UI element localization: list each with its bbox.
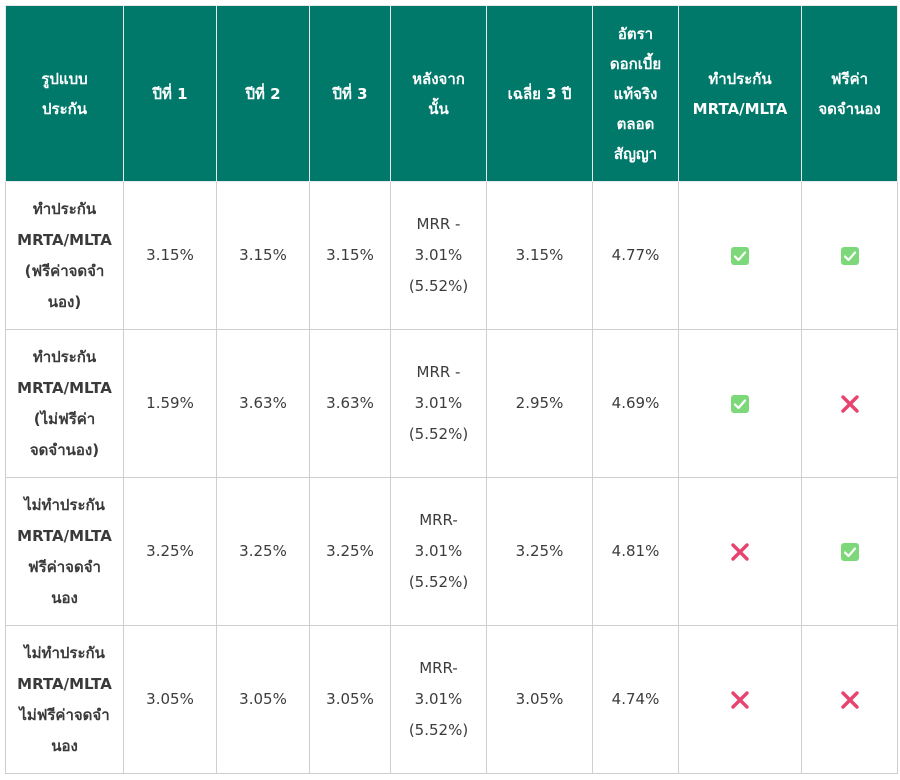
header-free-mortgage-fee: ฟรีค่า จดจำนอง [801,5,898,182]
header-effective-rate: อัตรา ดอกเบี้ย แท้จริง ตลอด สัญญา [592,5,679,182]
year-3-cell: 3.15% [309,181,391,330]
year-2-text: 3.15% [239,246,287,264]
after-text: MRR - 3.01% (5.52%) [408,363,469,443]
effective-rate-cell: 4.69% [592,329,679,478]
after-cell: MRR- 3.01% (5.52%) [390,625,487,774]
header-mrta-mlta: ทำประกัน MRTA/MLTA [678,5,802,182]
cross-icon [840,690,860,710]
header-year-2: ปีที่ 2 [216,5,310,182]
header-year-1: ปีที่ 1 [123,5,217,182]
after-cell: MRR - 3.01% (5.52%) [390,329,487,478]
free-mortgage-fee-cell [801,477,898,626]
year-3-cell: 3.63% [309,329,391,478]
mrta-mlta-cell [678,181,802,330]
year-1-cell: 3.25% [123,477,217,626]
free-mortgage-fee-cell [801,181,898,330]
check-icon [731,246,749,265]
average-3-years-text: 2.95% [515,394,564,412]
after-cell: MRR- 3.01% (5.52%) [390,477,487,626]
after-cell: MRR - 3.01% (5.52%) [390,181,487,330]
year-2-cell: 3.63% [216,329,310,478]
year-1-cell: 3.05% [123,625,217,774]
average-3-years-text: 3.25% [515,542,564,560]
cross-icon [730,690,750,710]
after-text: MRR- 3.01% (5.52%) [408,659,469,739]
average-3-years-text: 3.05% [515,690,564,708]
year-1-text: 3.05% [146,690,194,708]
insurance-type-cell: ทำประกัน MRTA/MLTA (ฟรีค่าจดจำ นอง) [5,181,124,330]
average-3-years-cell: 2.95% [486,329,593,478]
effective-rate-text: 4.81% [611,542,660,560]
mrta-mlta-cell [678,625,802,774]
table-row: ทำประกัน MRTA/MLTA (ฟรีค่าจดจำ นอง) 3.15%… [5,181,898,330]
free-mortgage-fee-cell [801,625,898,774]
year-2-text: 3.05% [239,690,287,708]
insurance-type-cell: ทำประกัน MRTA/MLTA (ไม่ฟรีค่า จดจำนอง) [5,329,124,478]
effective-rate-cell: 4.81% [592,477,679,626]
effective-rate-text: 4.77% [611,246,660,264]
check-icon [840,542,859,561]
insurance-type-cell: ไม่ทำประกัน MRTA/MLTA ไม่ฟรีค่าจดจำ นอง [5,625,124,774]
year-3-text: 3.15% [326,246,374,264]
cross-icon [840,394,860,414]
table-row: ไม่ทำประกัน MRTA/MLTA ฟรีค่าจดจำ นอง 3.25… [5,477,898,626]
year-1-cell: 3.15% [123,181,217,330]
year-2-cell: 3.25% [216,477,310,626]
insurance-type-text: ไม่ทำประกัน MRTA/MLTA ไม่ฟรีค่าจดจำ นอง [17,643,112,755]
year-1-text: 3.15% [146,246,194,264]
average-3-years-cell: 3.25% [486,477,593,626]
cross-icon [730,542,750,562]
header-average-3-years: เฉลี่ย 3 ปี [486,5,593,182]
loan-comparison-table-container: รูปแบบ ประกัน ปีที่ 1 ปีที่ 2 ปีที่ 3 หล… [5,5,898,774]
insurance-type-cell: ไม่ทำประกัน MRTA/MLTA ฟรีค่าจดจำ นอง [5,477,124,626]
effective-rate-text: 4.69% [611,394,660,412]
header-year-3: ปีที่ 3 [309,5,391,182]
table-body: ทำประกัน MRTA/MLTA (ฟรีค่าจดจำ นอง) 3.15%… [5,181,898,774]
year-3-cell: 3.05% [309,625,391,774]
check-icon [731,394,749,413]
year-1-cell: 1.59% [123,329,217,478]
average-3-years-text: 3.15% [515,246,564,264]
table-header: รูปแบบ ประกัน ปีที่ 1 ปีที่ 2 ปีที่ 3 หล… [5,5,898,182]
year-3-cell: 3.25% [309,477,391,626]
table-row: ไม่ทำประกัน MRTA/MLTA ไม่ฟรีค่าจดจำ นอง 3… [5,625,898,774]
year-1-text: 3.25% [146,542,194,560]
after-text: MRR- 3.01% (5.52%) [408,511,469,591]
year-3-text: 3.63% [326,394,374,412]
insurance-type-text: ทำประกัน MRTA/MLTA (ไม่ฟรีค่า จดจำนอง) [17,347,112,459]
loan-comparison-table: รูปแบบ ประกัน ปีที่ 1 ปีที่ 2 ปีที่ 3 หล… [5,5,898,774]
table-row: ทำประกัน MRTA/MLTA (ไม่ฟรีค่า จดจำนอง) 1.… [5,329,898,478]
effective-rate-text: 4.74% [611,690,660,708]
year-2-cell: 3.15% [216,181,310,330]
after-text: MRR - 3.01% (5.52%) [408,215,469,295]
insurance-type-text: ไม่ทำประกัน MRTA/MLTA ฟรีค่าจดจำ นอง [17,495,112,607]
header-insurance-type: รูปแบบ ประกัน [5,5,124,182]
year-2-text: 3.63% [239,394,287,412]
header-after: หลังจาก นั้น [390,5,487,182]
year-1-text: 1.59% [146,394,194,412]
average-3-years-cell: 3.05% [486,625,593,774]
header-row: รูปแบบ ประกัน ปีที่ 1 ปีที่ 2 ปีที่ 3 หล… [5,5,898,182]
year-2-cell: 3.05% [216,625,310,774]
year-3-text: 3.25% [326,542,374,560]
insurance-type-text: ทำประกัน MRTA/MLTA (ฟรีค่าจดจำ นอง) [17,199,112,311]
year-3-text: 3.05% [326,690,374,708]
average-3-years-cell: 3.15% [486,181,593,330]
mrta-mlta-cell [678,329,802,478]
effective-rate-cell: 4.74% [592,625,679,774]
check-icon [840,246,859,265]
year-2-text: 3.25% [239,542,287,560]
free-mortgage-fee-cell [801,329,898,478]
mrta-mlta-cell [678,477,802,626]
effective-rate-cell: 4.77% [592,181,679,330]
